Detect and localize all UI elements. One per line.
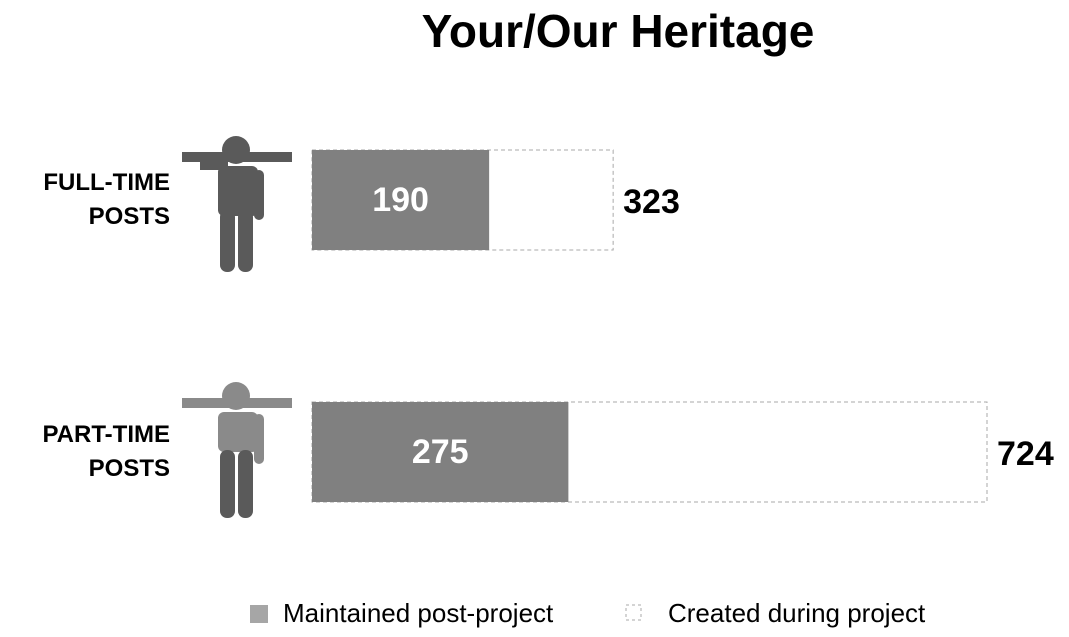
category-label: FULL-TIME POSTS xyxy=(43,169,170,230)
legend-label: Created during project xyxy=(668,598,926,628)
value-label: 724 xyxy=(997,435,1054,473)
chart-title: Your/Our Heritage xyxy=(422,5,815,57)
category-label: PART-TIME POSTS xyxy=(42,421,170,482)
legend: Maintained post-project Created during p… xyxy=(250,598,926,628)
bar xyxy=(312,150,490,250)
legend-swatch xyxy=(625,604,642,621)
legend-label: Maintained post-project xyxy=(283,598,554,628)
worker-icon xyxy=(182,136,292,272)
bar xyxy=(312,402,569,502)
value-label: 323 xyxy=(623,183,680,221)
worker-icon xyxy=(182,382,292,518)
value-label: 190 xyxy=(372,181,429,219)
legend-swatch xyxy=(250,605,268,623)
value-label: 275 xyxy=(412,433,469,471)
